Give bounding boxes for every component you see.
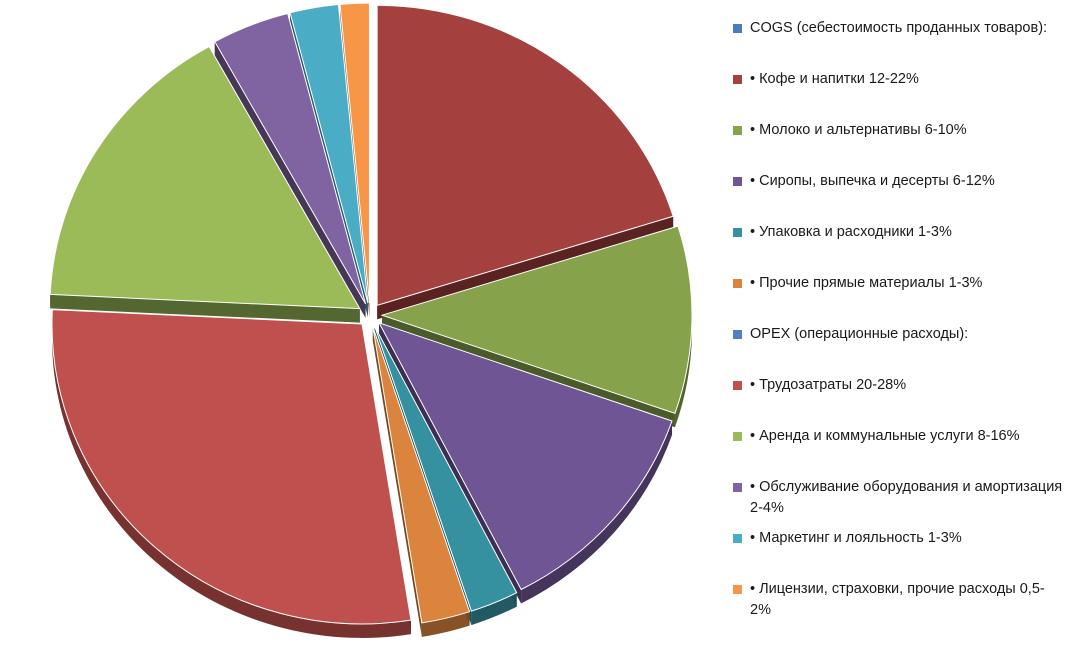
legend-swatch	[733, 483, 742, 492]
legend-label: • Маркетинг и лояльность 1-3%	[750, 530, 962, 546]
legend-swatch	[733, 330, 742, 339]
pie-slice-wall	[377, 216, 674, 320]
legend-label: • Прочие прямые материалы 1-3%	[750, 275, 983, 291]
legend-label: COGS (себестоимость проданных товаров):	[750, 20, 1048, 36]
legend-swatch	[733, 534, 742, 543]
pie-slice	[339, 2, 370, 304]
pie-slice	[372, 326, 471, 624]
pie-slice-wall	[214, 41, 366, 318]
legend-label: • Трудозатраты 20-28%	[750, 377, 907, 393]
legend-label: • Аренда и коммунальные услуги 8-16%	[750, 428, 1020, 444]
pie-slice-side	[521, 420, 673, 604]
legend-swatch	[733, 585, 742, 594]
legend-swatch	[733, 381, 742, 390]
pie-slice	[51, 309, 412, 625]
legend-item: • Лицензии, страховки, прочие расходы 0,…	[733, 579, 1063, 630]
legend-label: • Лицензии, страховки, прочие расходы 0,…	[750, 581, 1045, 618]
legend-item: • Молоко и альтернативы 6-10%	[733, 120, 1063, 171]
pie-slice-side	[471, 592, 517, 626]
legend-item: • Аренда и коммунальные услуги 8-16%	[733, 426, 1063, 477]
pie-slice	[374, 325, 518, 612]
pie-slice-wall	[50, 294, 360, 323]
legend-label: • Молоко и альтернативы 6-10%	[750, 122, 967, 138]
pie-chart	[49, 2, 693, 638]
legend-swatch	[733, 75, 742, 84]
legend-item: • Сиропы, выпечка и десерты 6-12%	[733, 171, 1063, 222]
pie-slice	[289, 3, 369, 304]
pie-chart-svg	[49, 2, 693, 638]
pie-slice	[376, 4, 674, 307]
pie-slice	[380, 225, 693, 414]
pie-slice-side	[421, 611, 470, 637]
legend-swatch	[733, 279, 742, 288]
legend-label: • Кофе и напитки 12-22%	[750, 71, 919, 87]
pie-slice	[378, 321, 673, 591]
legend-item: COGS (себестоимость проданных товаров):	[733, 18, 1063, 69]
legend-label: • Сиропы, выпечка и десерты 6-12%	[750, 173, 995, 189]
pie-slice	[214, 12, 367, 305]
legend-swatch	[733, 228, 742, 237]
legend-swatch	[733, 24, 742, 33]
legend-swatch	[733, 432, 742, 441]
legend-item: • Трудозатраты 20-28%	[733, 375, 1063, 426]
legend-label: • Упаковка и расходники 1-3%	[750, 224, 952, 240]
pie-slice	[49, 45, 361, 310]
legend-swatch	[733, 126, 742, 135]
legend-swatch	[733, 177, 742, 186]
legend-label: • Обслуживание оборудования и амортизаци…	[750, 479, 1063, 516]
legend-item: • Прочие прямые материалы 1-3%	[733, 273, 1063, 324]
legend-item: • Обслуживание оборудования и амортизаци…	[733, 477, 1063, 528]
chart-legend: COGS (себестоимость проданных товаров): •…	[733, 18, 1063, 630]
legend-label: OPEX (операционные расходы):	[750, 326, 969, 342]
legend-item: • Упаковка и расходники 1-3%	[733, 222, 1063, 273]
legend-item: OPEX (операционные расходы):	[733, 324, 1063, 375]
pie-slice-wall	[372, 326, 422, 637]
legend-item: • Маркетинг и лояльность 1-3%	[733, 528, 1063, 579]
legend-item: • Кофе и напитки 12-22%	[733, 69, 1063, 120]
